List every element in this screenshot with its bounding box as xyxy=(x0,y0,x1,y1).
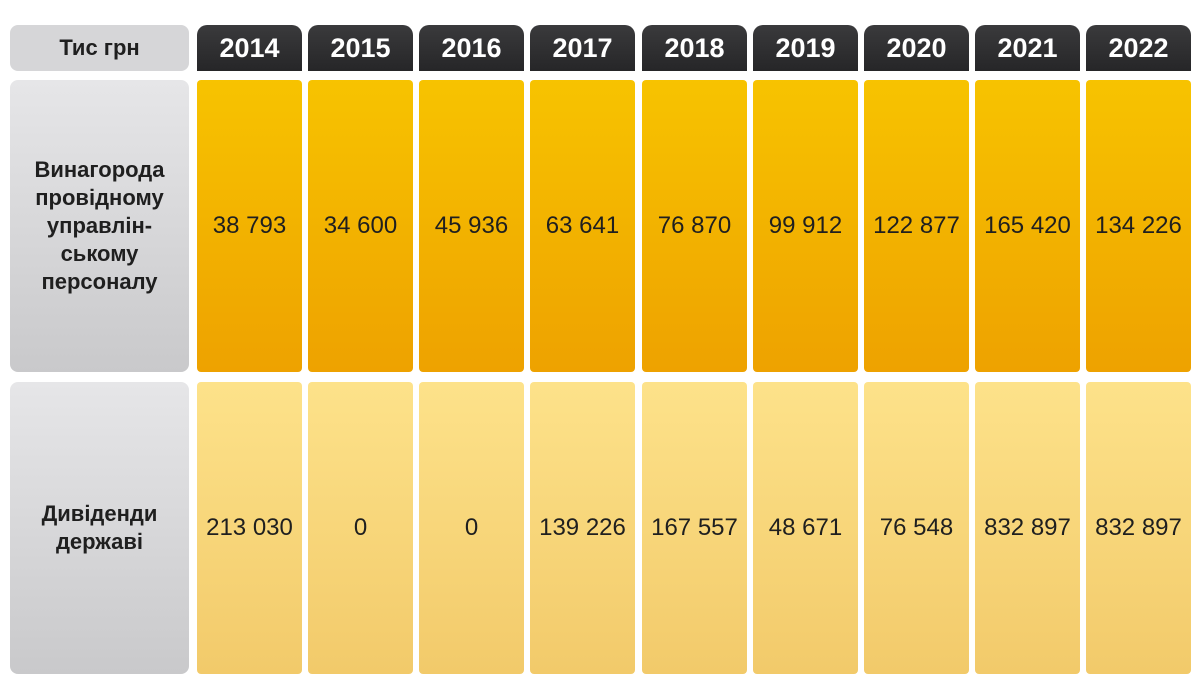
year-header-8: 2022 xyxy=(1086,25,1191,71)
dividend-value-5: 48 671 xyxy=(753,382,858,674)
year-header-1: 2015 xyxy=(308,25,413,71)
dividend-value-6: 76 548 xyxy=(864,382,969,674)
dividend-value-2: 0 xyxy=(419,382,524,674)
row-label-dividends: Дивіденди державі xyxy=(10,382,189,674)
pay-value-1: 34 600 xyxy=(308,80,413,372)
pay-value-2: 45 936 xyxy=(419,80,524,372)
row-label-line: Дивіденди xyxy=(41,501,158,526)
pay-value-7: 165 420 xyxy=(975,80,1080,372)
row-label-line: провідному xyxy=(35,185,164,210)
year-header-4: 2018 xyxy=(642,25,747,71)
dividend-value-1: 0 xyxy=(308,382,413,674)
pay-value-6: 122 877 xyxy=(864,80,969,372)
year-header-5: 2019 xyxy=(753,25,858,71)
pay-value-5: 99 912 xyxy=(753,80,858,372)
dividend-value-4: 167 557 xyxy=(642,382,747,674)
row-label-line: персоналу xyxy=(41,269,158,294)
pay-value-8: 134 226 xyxy=(1086,80,1191,372)
row-label-management-pay: Винагорода провідному управлін- ському п… xyxy=(10,80,189,372)
dividend-value-0: 213 030 xyxy=(197,382,302,674)
row-label-line: державі xyxy=(55,529,144,554)
row-label-line: Винагорода xyxy=(34,157,165,182)
row-label-line: ському xyxy=(60,241,139,266)
year-header-2: 2016 xyxy=(419,25,524,71)
row-label-line: управлін- xyxy=(46,213,153,238)
dividend-value-8: 832 897 xyxy=(1086,382,1191,674)
year-header-0: 2014 xyxy=(197,25,302,71)
unit-label: Тис грн xyxy=(10,25,189,71)
dividend-value-3: 139 226 xyxy=(530,382,635,674)
pay-value-3: 63 641 xyxy=(530,80,635,372)
year-header-6: 2020 xyxy=(864,25,969,71)
pay-value-4: 76 870 xyxy=(642,80,747,372)
year-header-7: 2021 xyxy=(975,25,1080,71)
year-header-3: 2017 xyxy=(530,25,635,71)
dividend-value-7: 832 897 xyxy=(975,382,1080,674)
pay-value-0: 38 793 xyxy=(197,80,302,372)
